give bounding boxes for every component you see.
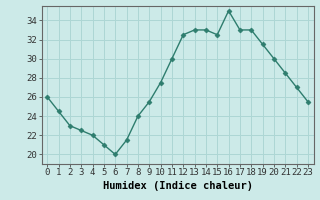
X-axis label: Humidex (Indice chaleur): Humidex (Indice chaleur) [103,181,252,191]
